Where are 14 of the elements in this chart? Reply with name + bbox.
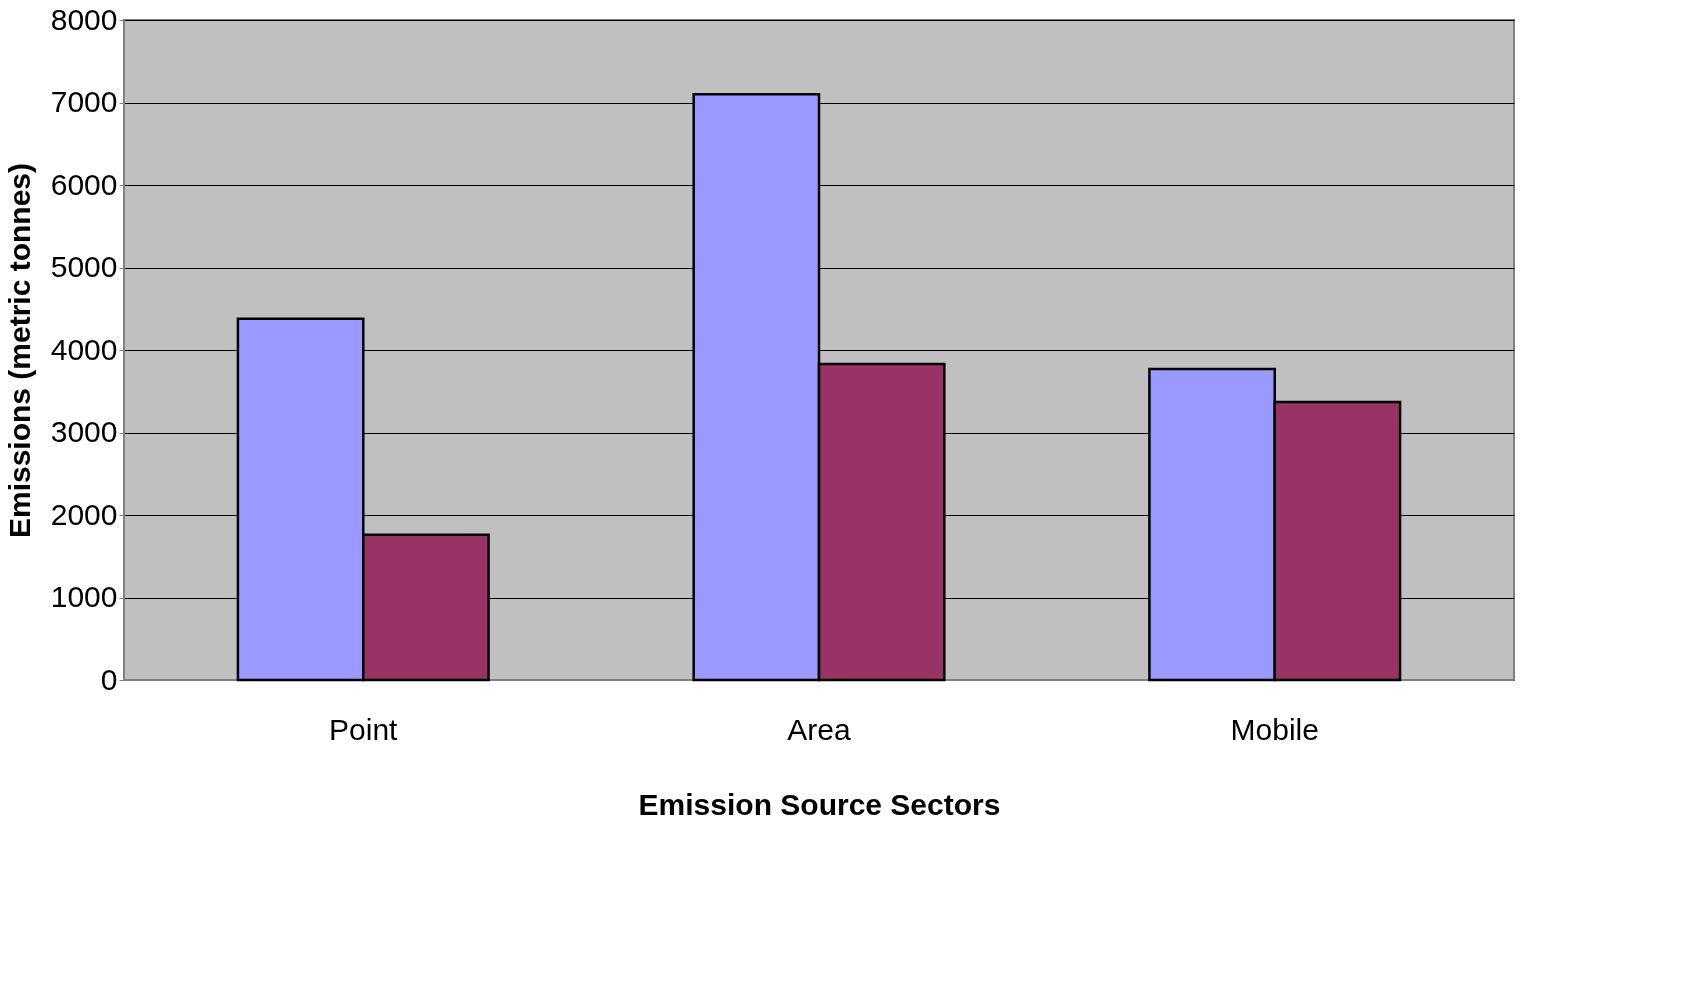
x-tick-label: Mobile — [1230, 712, 1319, 746]
y-tick-label: 5000 — [50, 250, 118, 283]
x-tick-label: Area — [787, 712, 851, 746]
y-tick-label: 8000 — [50, 2, 118, 36]
y-tick-label: 4000 — [50, 332, 118, 366]
y-tick-label: 2000 — [50, 497, 118, 531]
x-axis-title: Emission Source Sectors — [638, 787, 1001, 821]
y-tick-label: 7000 — [50, 85, 118, 118]
y-tick-label: 3000 — [50, 415, 118, 448]
y-axis-title: Emissions (metric tonnes) — [2, 162, 36, 539]
y-tick-label: 1000 — [50, 580, 118, 613]
x-tick-label: Point — [329, 712, 399, 746]
y-tick-label: 6000 — [50, 167, 118, 201]
y-tick-label: 0 — [100, 662, 118, 696]
